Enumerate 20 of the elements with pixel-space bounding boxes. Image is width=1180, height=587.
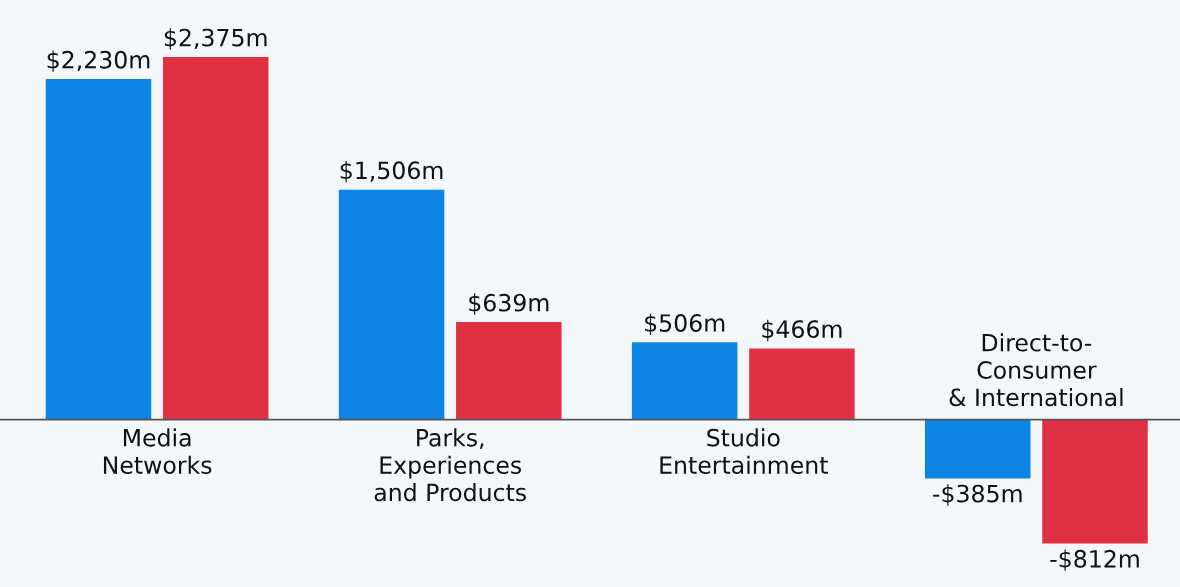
bar — [338, 189, 445, 420]
data-label: $639m — [469, 293, 549, 315]
bar — [925, 419, 1031, 479]
data-label: $1,506m — [340, 160, 443, 183]
data-label: $466m — [762, 319, 842, 342]
bar — [45, 79, 152, 420]
bar — [456, 322, 562, 420]
data-label: $2,375m — [164, 28, 267, 50]
data-label: $506m — [645, 313, 725, 336]
bar — [749, 348, 855, 420]
x-tick-label: Direct-to- Consumer & International — [949, 333, 1123, 407]
bar — [631, 342, 738, 420]
data-label: $2,230m — [47, 50, 150, 72]
x-tick-label: Studio Entertainment — [660, 428, 828, 474]
data-label: -$385m — [933, 484, 1022, 506]
bar — [162, 56, 269, 420]
data-label: -$812m — [1050, 549, 1139, 571]
x-tick-label: Parks, Experiences and Products — [374, 428, 526, 502]
x-tick-label: Media Networks — [103, 428, 212, 474]
bar — [1042, 419, 1148, 544]
